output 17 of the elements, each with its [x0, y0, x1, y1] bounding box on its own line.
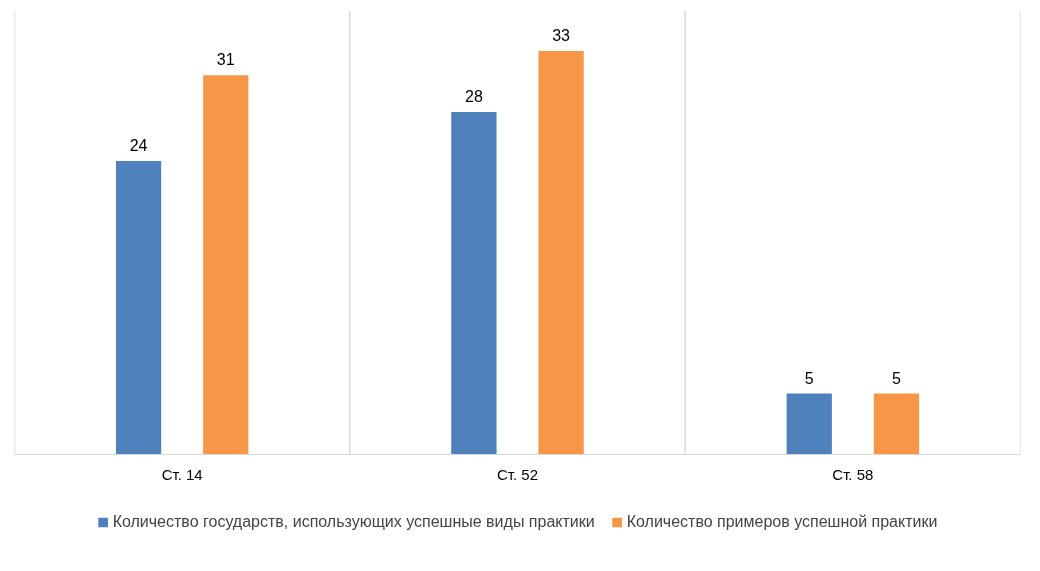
legend-label: Количество примеров успешной практики	[626, 513, 938, 531]
bar	[115, 161, 162, 455]
x-tick-label: Ст. 58	[832, 465, 874, 483]
x-tick-label: Ст. 52	[496, 465, 539, 483]
data-label: 31	[216, 51, 235, 69]
data-label: 24	[129, 137, 148, 155]
data-label: 33	[552, 26, 571, 44]
x-tick-label: Ст. 14	[161, 465, 203, 483]
bar	[451, 112, 497, 455]
data-label: 28	[465, 88, 483, 106]
bar	[786, 393, 832, 455]
legend-label: Количество государств, использующих успешные виды практики	[112, 513, 595, 531]
bar	[203, 75, 249, 455]
data-label: 5	[804, 369, 814, 387]
data-label: 5	[891, 369, 901, 387]
bar	[538, 50, 584, 455]
bar	[873, 393, 920, 455]
